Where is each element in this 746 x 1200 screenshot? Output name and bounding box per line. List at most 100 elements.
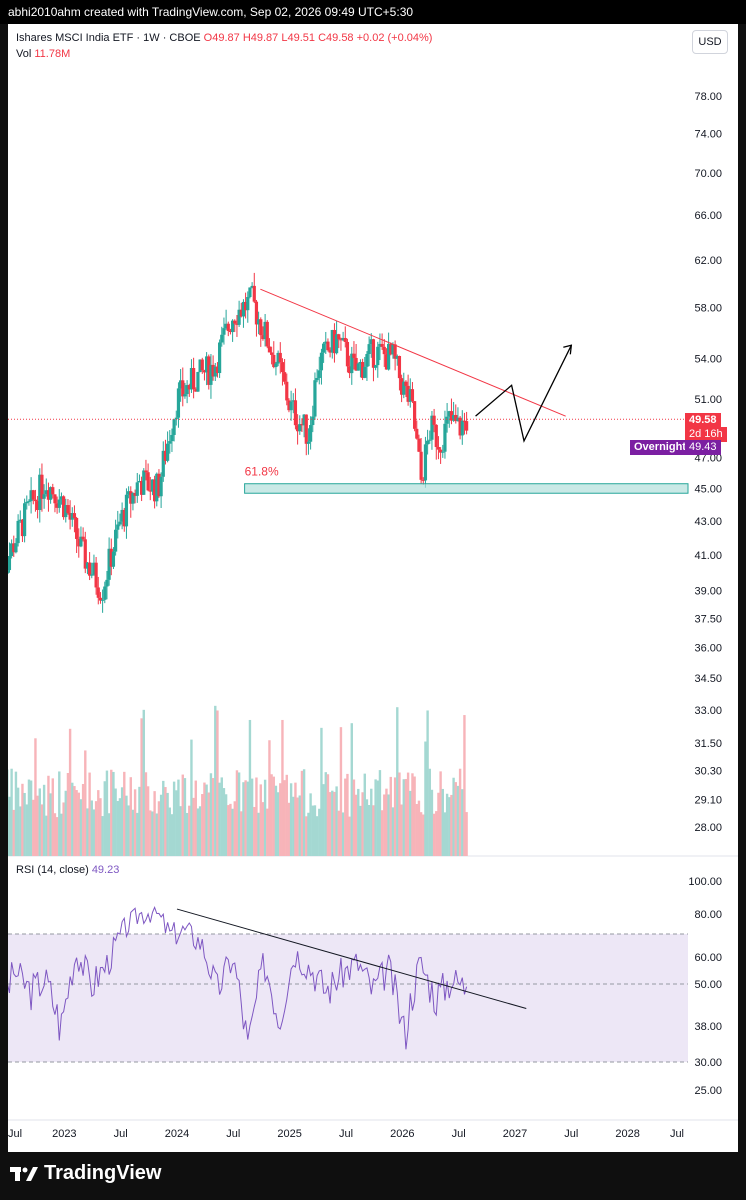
time-axis-label: 2024 bbox=[165, 1128, 189, 1140]
candle-body bbox=[417, 438, 421, 452]
volume-bar bbox=[393, 777, 397, 856]
candle-body bbox=[153, 479, 157, 502]
price-axis-label: 58.00 bbox=[694, 302, 722, 314]
volume-bar bbox=[55, 817, 59, 856]
volume-bar bbox=[365, 799, 369, 856]
projection-arrowhead bbox=[563, 344, 573, 355]
volume-bar bbox=[194, 780, 197, 856]
volume-bar bbox=[357, 788, 360, 856]
volume-bar bbox=[432, 813, 436, 856]
volume-bar bbox=[396, 707, 399, 856]
currency-button[interactable]: USD bbox=[692, 30, 728, 54]
volume-bar bbox=[237, 772, 241, 856]
candle-body bbox=[64, 505, 68, 518]
volume-bar bbox=[155, 813, 158, 856]
candle-body bbox=[252, 285, 256, 302]
candle-body bbox=[105, 579, 109, 587]
rsi-header: RSI (14, close) 49.23 bbox=[16, 864, 119, 876]
volume-bar bbox=[227, 805, 230, 856]
ohlc-close: C49.58 bbox=[318, 32, 354, 44]
candle-body bbox=[367, 344, 371, 355]
candle-body bbox=[131, 492, 135, 504]
volume-bar bbox=[140, 718, 143, 856]
candle-body bbox=[205, 356, 209, 373]
volume-bar bbox=[354, 794, 358, 856]
chart-card[interactable]: 78.00 74.00 70.00 66.00 62.00 58.00 54.00 51.00… bbox=[8, 24, 738, 1152]
candle-body bbox=[33, 499, 38, 502]
price-axis-label: 37.50 bbox=[694, 614, 722, 626]
volume-label: Vol bbox=[16, 48, 32, 60]
volume-bar bbox=[406, 772, 410, 856]
candle-body bbox=[14, 543, 18, 553]
volume-bar bbox=[328, 792, 332, 856]
volume-bar bbox=[279, 783, 282, 856]
volume-bar bbox=[253, 806, 256, 856]
candle-body bbox=[348, 366, 352, 374]
candle-body bbox=[400, 378, 404, 395]
candle-body bbox=[233, 320, 237, 324]
candle-body bbox=[235, 323, 239, 325]
candle-body bbox=[322, 343, 326, 353]
candle-body bbox=[88, 562, 92, 576]
volume-bar bbox=[118, 798, 122, 856]
volume-bar bbox=[404, 779, 408, 856]
volume-bar bbox=[422, 814, 425, 856]
candle-body bbox=[198, 359, 202, 372]
candle-body bbox=[384, 354, 389, 370]
symbol-title[interactable]: Ishares MSCI India ETF · 1W · CBOE bbox=[16, 32, 201, 44]
candle-body bbox=[330, 329, 334, 353]
candle-body bbox=[298, 424, 302, 432]
volume-bar bbox=[294, 782, 297, 856]
volume-bar bbox=[196, 808, 200, 856]
volume-bar bbox=[255, 777, 258, 856]
candle-body bbox=[311, 416, 315, 426]
volume-bar bbox=[458, 768, 462, 856]
volume-bar bbox=[426, 710, 429, 856]
volume-bar bbox=[268, 740, 271, 856]
time-axis-label: Jul bbox=[339, 1128, 353, 1140]
volume-bar bbox=[465, 812, 468, 856]
candle-body bbox=[218, 342, 222, 374]
volume-bar bbox=[435, 811, 438, 856]
rsi-axis-label: 80.00 bbox=[694, 909, 722, 921]
candle-body bbox=[196, 371, 200, 392]
candle-body bbox=[306, 441, 311, 444]
volume-bar bbox=[274, 785, 278, 856]
volume-bar bbox=[313, 805, 317, 856]
candle-body bbox=[179, 380, 183, 389]
volume-bar bbox=[81, 783, 85, 856]
rsi-label[interactable]: RSI (14, close) bbox=[16, 864, 89, 876]
chart-canvas[interactable]: 78.00 74.00 70.00 66.00 62.00 58.00 54.00 51.00… bbox=[8, 24, 738, 1152]
volume-bar bbox=[263, 779, 267, 856]
volume-bar bbox=[88, 772, 91, 856]
volume-bar bbox=[445, 793, 449, 856]
volume-bar bbox=[170, 814, 174, 856]
volume-bar bbox=[448, 797, 451, 856]
time-axis-label: Jul bbox=[8, 1128, 22, 1140]
volume-bar bbox=[248, 719, 252, 856]
candle-body bbox=[103, 586, 107, 600]
volume-bar bbox=[23, 792, 26, 856]
candle-body bbox=[283, 372, 287, 382]
candle-body bbox=[127, 491, 131, 495]
price-trendline bbox=[260, 288, 566, 417]
candle-body bbox=[94, 562, 98, 588]
candle-body bbox=[40, 474, 44, 499]
time-axis-label: 2028 bbox=[615, 1128, 639, 1140]
tradingview-logo[interactable]: TradingView bbox=[10, 1162, 161, 1185]
candle-body bbox=[101, 599, 105, 601]
ohlc-open: O49.87 bbox=[203, 32, 240, 44]
volume-bar bbox=[452, 777, 455, 856]
volume-bar bbox=[12, 809, 15, 856]
volume-bar bbox=[47, 775, 50, 856]
candle-body bbox=[426, 440, 430, 445]
volume-bar bbox=[450, 794, 453, 856]
volume-bar bbox=[370, 788, 373, 856]
volume-bar bbox=[454, 782, 457, 856]
volume-bar bbox=[129, 777, 132, 856]
candle-body bbox=[16, 520, 20, 544]
countdown-tag: 2d 16h bbox=[685, 427, 727, 442]
candle-body bbox=[172, 419, 176, 435]
volume-bar bbox=[190, 739, 193, 856]
candle-body bbox=[361, 361, 365, 378]
